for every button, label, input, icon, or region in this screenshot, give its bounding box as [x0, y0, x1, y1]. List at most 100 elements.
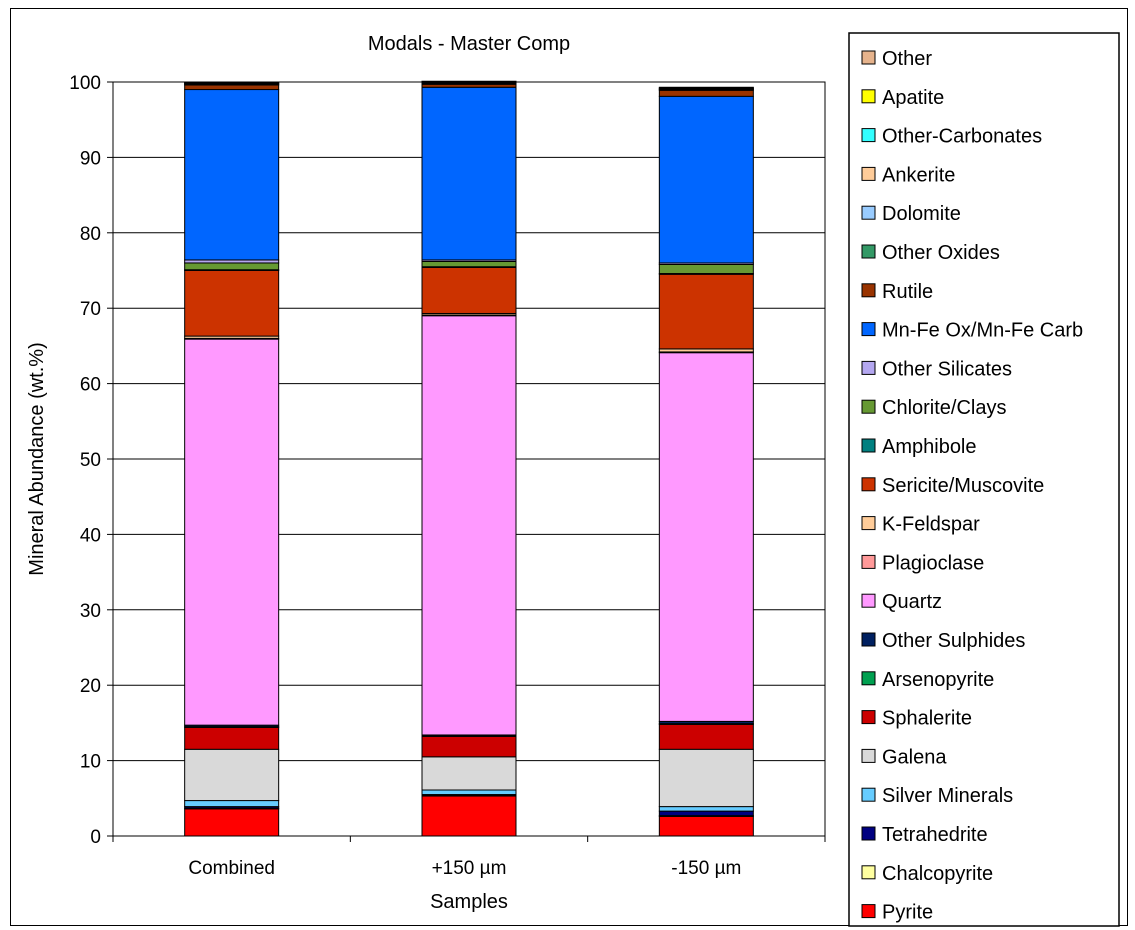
legend-swatch [861, 516, 876, 531]
legend-swatch [861, 554, 876, 569]
y-tick-label: 10 [80, 752, 101, 773]
legend-label: Arsenopyrite [882, 669, 994, 691]
legend-label: Other-Carbonates [882, 126, 1042, 148]
legend-label: Dolomite [882, 203, 961, 225]
legend-item: Sphalerite [861, 708, 972, 730]
legend-item: Other Sulphides [861, 630, 1025, 652]
legend-label: Mn-Fe Ox/Mn-Fe Carb [882, 320, 1083, 342]
bar-segment [184, 262, 280, 271]
y-tick-label: 100 [69, 73, 101, 94]
bar-segment [184, 89, 280, 261]
bar-segment [658, 352, 754, 722]
legend-label: Other Silicates [882, 358, 1012, 380]
bar-segment [184, 726, 280, 750]
legend-item: Plagioclase [861, 552, 984, 574]
legend-swatch [861, 166, 876, 181]
legend-item: Galena [861, 746, 947, 768]
plot-area-border [112, 81, 826, 837]
legend-item: Other-Carbonates [861, 126, 1042, 148]
legend-swatch [861, 826, 876, 841]
legend-item: Ankerite [861, 164, 955, 186]
bar-segment [184, 338, 280, 726]
legend-item: Other Silicates [861, 358, 1012, 380]
legend-label: Apatite [882, 87, 944, 109]
legend-swatch [861, 787, 876, 802]
y-tick-label: 70 [80, 299, 101, 320]
legend-label: Tetrahedrite [882, 824, 988, 846]
legend-item: Rutile [861, 281, 933, 303]
x-tick-label: +150 µm [432, 858, 507, 879]
legend-swatch [861, 360, 876, 375]
x-axis-title: Samples [430, 891, 508, 913]
legend-label: Quartz [882, 591, 942, 613]
bar-segment [658, 810, 754, 817]
legend-label: Other [882, 48, 932, 70]
bar-segment [658, 95, 754, 264]
y-tick-label: 90 [80, 148, 101, 169]
y-tick-label: 0 [90, 827, 101, 848]
legend-swatch [861, 477, 876, 492]
bar-segment [658, 806, 754, 812]
legend-swatch [861, 865, 876, 880]
legend-swatch [861, 671, 876, 686]
bar-segment [658, 748, 754, 808]
bar-segment [421, 315, 517, 736]
legend-label: Chlorite/Clays [882, 397, 1006, 419]
legend-item: Arsenopyrite [861, 669, 994, 691]
y-tick-label: 60 [80, 375, 101, 396]
legend-item: Chalcopyrite [861, 863, 993, 885]
x-tick-label: Combined [188, 858, 275, 879]
legend-label: Galena [882, 746, 947, 768]
bar-segment [184, 800, 280, 808]
bar-segment [658, 815, 754, 837]
bar-segment [421, 735, 517, 758]
legend-swatch [861, 399, 876, 414]
bars [184, 80, 754, 837]
legend-label: Amphibole [882, 436, 977, 458]
legend-swatch [861, 244, 876, 259]
legend-label: Sphalerite [882, 708, 972, 730]
legend-label: Pyrite [882, 902, 933, 924]
legend-item: Quartz [861, 591, 942, 613]
legend-item: Apatite [861, 87, 944, 109]
legend-item: Mn-Fe Ox/Mn-Fe Carb [861, 320, 1083, 342]
y-tick-label: 40 [80, 525, 101, 546]
legend-label: Chalcopyrite [882, 863, 993, 885]
legend-swatch [861, 438, 876, 453]
y-axis-title: Mineral Abundance (wt.%) [26, 342, 48, 575]
legend-item: Chlorite/Clays [861, 397, 1006, 419]
bar-segment [184, 808, 280, 837]
bar-segment [658, 89, 754, 97]
bar-segment [658, 723, 754, 750]
legend-swatch [861, 205, 876, 220]
bar-segment [184, 84, 280, 91]
legend-item: Amphibole [861, 436, 977, 458]
legend-swatch [861, 710, 876, 725]
legend-label: Other Oxides [882, 242, 1000, 264]
legend-box [848, 32, 1120, 927]
chart-title: Modals - Master Comp [368, 33, 570, 55]
legend-item: Other [861, 48, 932, 70]
bar-segment [184, 748, 280, 802]
legend-label: Rutile [882, 281, 933, 303]
bar-segment [421, 86, 517, 261]
legend-label: Sericite/Muscovite [882, 475, 1044, 497]
legend-item: Dolomite [861, 203, 961, 225]
legend-swatch [861, 283, 876, 298]
legend-swatch [861, 322, 876, 337]
legend-swatch [861, 904, 876, 919]
legend-swatch [861, 593, 876, 608]
legend-item: Silver Minerals [861, 785, 1013, 807]
legend-label: Silver Minerals [882, 785, 1013, 807]
legend-item: Sericite/Muscovite [861, 475, 1044, 497]
bar-segment [421, 756, 517, 791]
legend-swatch [861, 50, 876, 65]
bar-segment [421, 260, 517, 268]
legend-swatch [861, 632, 876, 647]
y-tick-label: 30 [80, 601, 101, 622]
y-tick-label: 20 [80, 676, 101, 697]
legend-label: K-Feldspar [882, 514, 980, 536]
legend-label: Other Sulphides [882, 630, 1025, 652]
legend: Other Apatite Other-Carbonates Ankerite Dolo… [848, 32, 1120, 927]
